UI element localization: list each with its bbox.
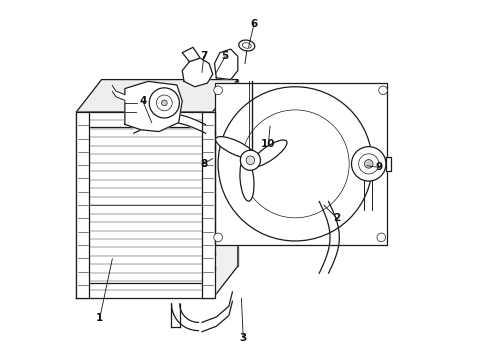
Circle shape bbox=[246, 156, 255, 165]
Polygon shape bbox=[215, 83, 387, 244]
Text: 3: 3 bbox=[240, 333, 247, 343]
Circle shape bbox=[351, 147, 386, 181]
Circle shape bbox=[149, 88, 179, 118]
Circle shape bbox=[377, 233, 386, 242]
Text: 5: 5 bbox=[221, 51, 229, 61]
Circle shape bbox=[240, 150, 260, 170]
Text: 7: 7 bbox=[200, 51, 207, 61]
Text: 4: 4 bbox=[139, 96, 147, 106]
Ellipse shape bbox=[243, 43, 251, 48]
Circle shape bbox=[214, 233, 222, 242]
Polygon shape bbox=[172, 304, 198, 330]
Text: 8: 8 bbox=[200, 159, 207, 169]
Circle shape bbox=[365, 159, 373, 168]
Text: 2: 2 bbox=[333, 213, 340, 222]
Polygon shape bbox=[76, 112, 89, 298]
Polygon shape bbox=[182, 58, 213, 87]
Polygon shape bbox=[386, 157, 392, 171]
Text: 6: 6 bbox=[250, 19, 258, 29]
Ellipse shape bbox=[240, 158, 254, 201]
Polygon shape bbox=[76, 112, 213, 298]
Circle shape bbox=[161, 100, 167, 106]
Polygon shape bbox=[76, 80, 238, 112]
Circle shape bbox=[218, 87, 372, 241]
Polygon shape bbox=[213, 80, 238, 298]
Circle shape bbox=[214, 86, 222, 95]
Polygon shape bbox=[215, 49, 238, 80]
Polygon shape bbox=[202, 112, 215, 298]
Text: 1: 1 bbox=[96, 313, 103, 323]
Ellipse shape bbox=[251, 140, 287, 167]
Polygon shape bbox=[125, 81, 182, 132]
Text: 9: 9 bbox=[376, 162, 383, 172]
Circle shape bbox=[379, 86, 388, 95]
Circle shape bbox=[359, 154, 379, 174]
Polygon shape bbox=[182, 47, 200, 62]
Circle shape bbox=[156, 95, 172, 111]
Text: 10: 10 bbox=[261, 139, 275, 149]
Ellipse shape bbox=[239, 40, 255, 51]
Ellipse shape bbox=[216, 136, 255, 159]
Polygon shape bbox=[101, 80, 238, 266]
Circle shape bbox=[241, 110, 349, 218]
